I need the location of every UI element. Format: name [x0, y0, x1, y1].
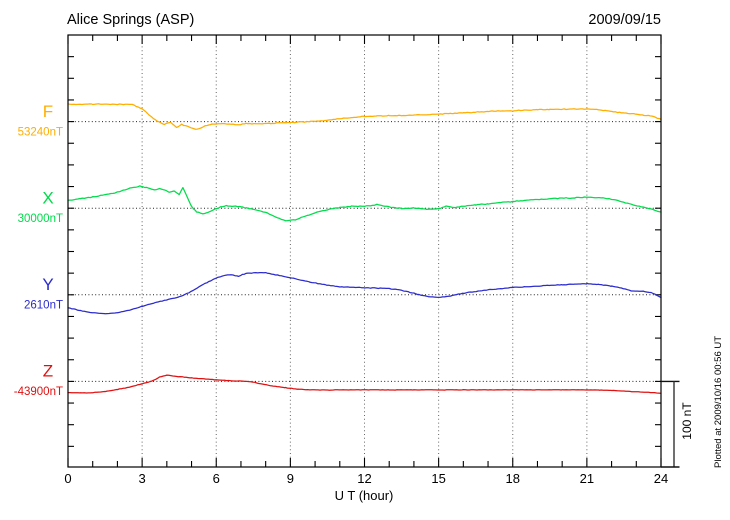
trace-Z: [67, 374, 662, 394]
channel-label-Y: Y: [42, 275, 53, 294]
plot-date: 2009/09/15: [588, 12, 661, 28]
gridlines: [141, 35, 588, 467]
x-tick-labels: 0 3 6 9 12 15 18 21 24: [64, 471, 668, 486]
x-tick-label-15: 15: [431, 471, 445, 486]
channel-traces: [67, 103, 662, 394]
x-tick-label-12: 12: [357, 471, 371, 486]
x-tick-label-0: 0: [64, 471, 71, 486]
trace-Y: [67, 271, 662, 315]
trace-X: [67, 185, 662, 222]
channel-label-F: F: [43, 102, 53, 121]
channel-base-X: 30000nT: [18, 213, 63, 225]
plotted-note: Plotted at 2009/10/16 00:56 UT: [713, 336, 724, 468]
x-tick-label-6: 6: [213, 471, 220, 486]
channel-base-F: 53240nT: [18, 127, 63, 139]
trace-F: [67, 103, 662, 130]
channel-base-Y: 2610nT: [24, 300, 63, 312]
channel-label-X: X: [42, 189, 53, 208]
station-title: Alice Springs (ASP): [67, 12, 194, 28]
scale-bar-label: 100 nT: [680, 402, 694, 440]
baselines: [68, 121, 661, 382]
x-tick-label-9: 9: [287, 471, 294, 486]
axis-ticks: [67, 35, 662, 467]
channel-base-Z: -43900nT: [14, 386, 63, 398]
x-tick-label-3: 3: [139, 471, 146, 486]
x-tick-label-21: 21: [580, 471, 594, 486]
channel-label-Z: Z: [43, 362, 53, 381]
x-tick-label-24: 24: [654, 471, 668, 486]
plot-frame: [67, 34, 662, 468]
x-tick-label-18: 18: [506, 471, 520, 486]
x-axis-label: U T (hour): [335, 488, 394, 503]
